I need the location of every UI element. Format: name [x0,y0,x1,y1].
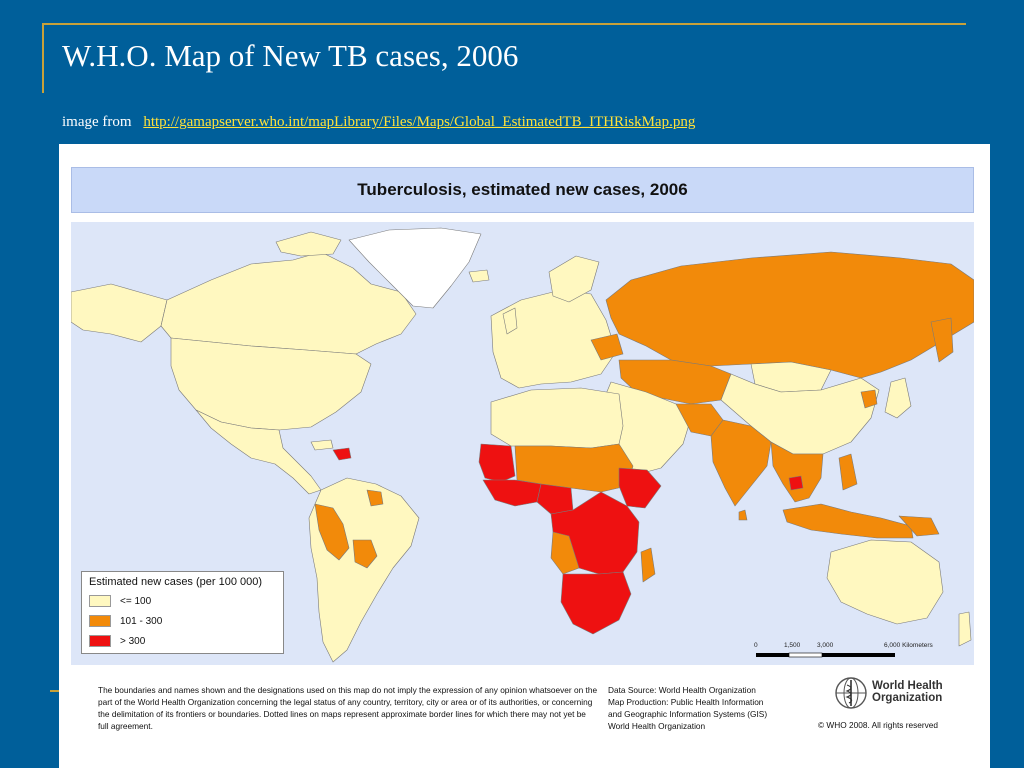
legend-title: Estimated new cases (per 100 000) [89,576,263,588]
scale-label: 1,500 [784,642,801,649]
region-north-africa [490,387,624,449]
region-southeast-asia [770,441,824,503]
legend-item: > 300 [89,634,145,648]
region-iceland [468,269,490,283]
slide-frame-bottom-line [50,690,64,692]
region-greenland [348,227,482,309]
legend-item: <= 100 [89,594,151,608]
region-australia [826,539,944,625]
region-usa [170,337,372,431]
image-source-line: image from http://gamapserver.who.int/ma… [62,114,695,131]
copyright-text: © WHO 2008. All rights reserved [818,720,939,730]
region-haiti [332,447,352,461]
who-name-line: World Health [872,680,943,692]
region-mauritania [478,443,516,483]
region-japan [884,377,912,419]
region-arctic-islands [275,231,342,257]
region-scandinavia [548,255,600,303]
data-source-line: Map Production: Public Health Informatio… [608,697,764,707]
region-png [898,515,940,537]
map-title: Tuberculosis, estimated new cases, 2006 [71,167,974,213]
scale-bar: 0 1,500 3,000 6,000 Kilometers [754,642,954,662]
legend-swatch-medium [89,615,111,627]
region-south-america [308,477,420,663]
legend-label: <= 100 [120,595,152,607]
region-sri-lanka [738,509,748,521]
map-legend: Estimated new cases (per 100 000) <= 100… [81,571,284,654]
region-southern-africa [560,571,632,635]
who-emblem-icon [835,677,867,709]
legend-label: > 300 [120,635,146,647]
who-name: World Health Organization [872,680,982,704]
legend-item: 101 - 300 [89,614,162,628]
region-eastern-europe [590,333,624,361]
slide-frame-top-line [42,23,966,25]
region-north-korea [860,389,878,409]
legend-label: 101 - 300 [120,615,163,627]
slide-title: W.H.O. Map of New TB cases, 2006 [62,38,519,73]
region-new-zealand [958,611,972,647]
region-angola [550,531,580,575]
region-madagascar [640,547,656,583]
image-source-link[interactable]: http://gamapserver.who.int/mapLibrary/Fi… [143,114,696,130]
world-map-svg [71,227,974,663]
legend-swatch-high [89,635,111,647]
map-disclaimer: The boundaries and names shown and the d… [98,685,598,731]
region-alaska [71,283,168,343]
image-source-prefix: image from [62,114,132,130]
region-uk [502,307,518,335]
who-logo: World Health Organization [834,676,984,716]
scale-bar-graphic [756,652,895,658]
region-russia [605,251,974,379]
map-panel: Tuberculosis, estimated new cases, 2006 [59,144,990,768]
legend-swatch-low [89,595,111,607]
region-india [710,419,772,507]
region-kamchatka [930,317,954,363]
region-philippines [838,453,858,491]
data-source-line: World Health Organization [608,721,706,731]
region-bolivia [352,539,378,569]
region-caribbean [310,439,334,451]
region-indonesia [782,503,914,539]
region-cambodia [788,475,804,491]
who-name-line: Organization [872,692,943,704]
scale-label: 3,000 [817,642,834,649]
scale-label: 0 [754,642,758,649]
slide-frame-left-line [42,23,44,93]
scale-label: 6,000 Kilometers [884,642,933,649]
world-map: Estimated new cases (per 100 000) <= 100… [71,222,974,665]
region-peru [314,503,350,561]
region-nigeria [536,483,574,515]
data-source-line: Data Source: World Health Organization [608,685,756,695]
region-horn-africa [618,467,662,509]
data-source-line: and Geographic Information Systems (GIS) [608,709,768,719]
region-guyana [366,489,384,507]
region-west-africa-coast [482,479,542,507]
data-source: Data Source: World Health Organization M… [608,684,808,732]
